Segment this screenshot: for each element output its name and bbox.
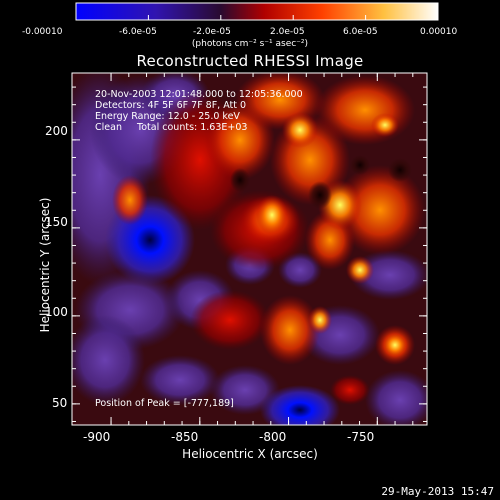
annotation-clean: Clean Total counts: 1.63E+03 (95, 122, 248, 133)
annotation-energy-range: Energy Range: 12.0 - 25.0 keV (95, 111, 240, 122)
colorbar-ticks (75, 15, 439, 20)
colorbar-tick-label: 6.0e-05 (343, 27, 378, 37)
axis-ticks (72, 73, 427, 425)
plot-frame (71, 72, 428, 426)
heatmap-image (72, 73, 427, 425)
x-tick-label: -750 (347, 430, 375, 444)
colorbar-tick-label: 0.00010 (420, 27, 458, 37)
x-tick-label: -850 (171, 430, 199, 444)
colorbar (75, 2, 439, 21)
annotation-peak-position: Position of Peak = [-777,189] (95, 398, 234, 409)
y-tick-label: 200 (45, 124, 68, 138)
colorbar-tick-label: -6.0e-05 (119, 27, 157, 37)
y-tick-label: 50 (52, 396, 68, 410)
colorbar-units: (photons cm⁻² s⁻¹ asec⁻²) (191, 39, 309, 49)
annotation-time-range: 20-Nov-2003 12:01:48.000 to 12:05:36.000 (95, 89, 303, 100)
colorbar-tick-label: -2.0e-05 (193, 27, 231, 37)
colorbar-tick-label: 2.0e-05 (270, 27, 305, 37)
x-axis-label: Heliocentric X (arcsec) (182, 447, 318, 461)
y-axis-label: Heliocentric Y (arcsec) (38, 197, 52, 333)
colorbar-gradient (75, 2, 439, 21)
annotation-detectors: Detectors: 4F 5F 6F 7F 8F, Att 0 (95, 100, 247, 111)
y-tick-label: 100 (45, 305, 68, 319)
x-tick-label: -900 (83, 430, 111, 444)
y-tick-label: 150 (45, 215, 68, 229)
chart-title: Reconstructed RHESSI Image (136, 52, 364, 70)
x-tick-label: -800 (259, 430, 287, 444)
footer-date: 29-May-2013 15:47 (381, 485, 494, 498)
colorbar-tick-label: -0.00010 (22, 27, 63, 37)
